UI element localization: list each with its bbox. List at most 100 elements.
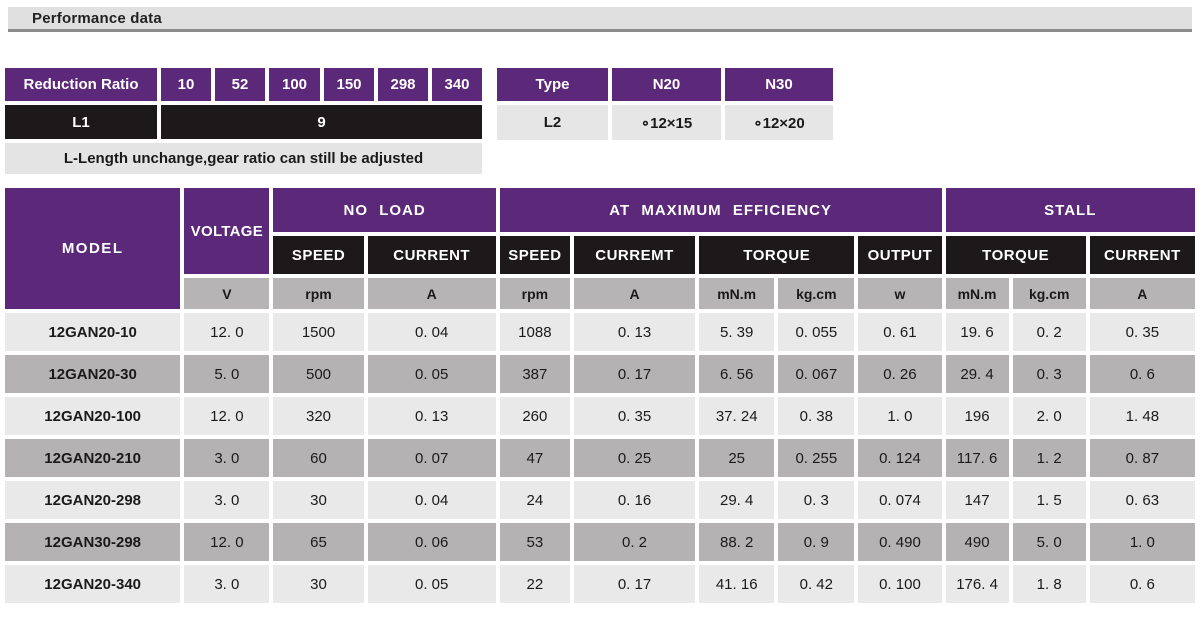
l1-value: 9 xyxy=(161,105,482,139)
value-cell: 260 xyxy=(499,397,570,435)
value-cell: 0. 42 xyxy=(778,565,855,603)
model-cell: 12GAN30-298 xyxy=(5,523,181,561)
unit-cell: rpm xyxy=(499,278,570,309)
no-load-speed-header: SPEED xyxy=(273,236,364,274)
note-row: L-Length unchange,gear ratio can still b… xyxy=(5,143,482,174)
value-cell: 0. 26 xyxy=(858,355,942,393)
value-cell: 0. 35 xyxy=(1089,313,1195,351)
stall-header: STALL xyxy=(945,188,1195,232)
section-title-bar: Performance data xyxy=(8,7,1192,32)
reduction-ratio-table: Reduction Ratio 10 52 100 150 298 340 L1… xyxy=(1,64,486,178)
value-cell: 30 xyxy=(273,565,364,603)
table-row: 12GAN20-210 3. 0 60 0. 07 47 0. 25 25 0. 255 0. … xyxy=(5,439,1195,477)
no-load-header: NO LOAD xyxy=(273,188,496,232)
value-cell: 196 xyxy=(945,397,1009,435)
value-cell: 0. 124 xyxy=(858,439,942,477)
type-label: Type xyxy=(497,68,608,101)
value-cell: 0. 35 xyxy=(573,397,696,435)
ratio-value: 298 xyxy=(378,68,428,101)
model-cell: 12GAN20-30 xyxy=(5,355,181,393)
l1-label: L1 xyxy=(5,105,157,139)
ratio-value: 150 xyxy=(324,68,374,101)
l2-n30-value: ∘12×20 xyxy=(724,105,833,140)
value-cell: 320 xyxy=(273,397,364,435)
value-cell: 65 xyxy=(273,523,364,561)
voltage-header: VOLTAGE xyxy=(184,188,270,274)
value-cell: 0. 2 xyxy=(1012,313,1086,351)
model-cell: 12GAN20-210 xyxy=(5,439,181,477)
value-cell: 53 xyxy=(499,523,570,561)
value-cell: 22 xyxy=(499,565,570,603)
value-cell: 1. 5 xyxy=(1012,481,1086,519)
value-cell: 1088 xyxy=(499,313,570,351)
value-cell: 37. 24 xyxy=(699,397,775,435)
value-cell: 0. 3 xyxy=(778,481,855,519)
value-cell: 0. 07 xyxy=(367,439,496,477)
value-cell: 12. 0 xyxy=(184,397,270,435)
value-cell: 0. 17 xyxy=(573,355,696,393)
value-cell: 1. 48 xyxy=(1089,397,1195,435)
value-cell: 0. 6 xyxy=(1089,355,1195,393)
value-cell: 0. 055 xyxy=(778,313,855,351)
value-cell: 29. 4 xyxy=(699,481,775,519)
table-row: 12GAN20-298 3. 0 30 0. 04 24 0. 16 29. 4 0. 3 0.… xyxy=(5,481,1195,519)
value-cell: 2. 0 xyxy=(1012,397,1086,435)
value-cell: 12. 0 xyxy=(184,313,270,351)
type-n30: N30 xyxy=(724,68,833,101)
value-cell: 0. 61 xyxy=(858,313,942,351)
value-cell: 0. 067 xyxy=(778,355,855,393)
unit-cell: kg.cm xyxy=(778,278,855,309)
ratio-value: 10 xyxy=(161,68,211,101)
table-row: 12GAN20-30 5. 0 500 0. 05 387 0. 17 6. 56 0. 06… xyxy=(5,355,1195,393)
max-eff-speed-header: SPEED xyxy=(499,236,570,274)
value-cell: 12. 0 xyxy=(184,523,270,561)
value-cell: 6. 56 xyxy=(699,355,775,393)
no-load-current-header: CURRENT xyxy=(367,236,496,274)
value-cell: 0. 074 xyxy=(858,481,942,519)
value-cell: 0. 06 xyxy=(367,523,496,561)
unit-cell: rpm xyxy=(273,278,364,309)
model-cell: 12GAN20-10 xyxy=(5,313,181,351)
l2-n20-value: ∘12×15 xyxy=(612,105,721,140)
ratio-value: 340 xyxy=(432,68,482,101)
value-cell: 5. 0 xyxy=(184,355,270,393)
table-row: 12GAN20-100 12. 0 320 0. 13 260 0. 35 37. 24 0.… xyxy=(5,397,1195,435)
value-cell: 0. 05 xyxy=(367,355,496,393)
ratio-value: 52 xyxy=(215,68,265,101)
unit-cell: mN.m xyxy=(699,278,775,309)
value-cell: 3. 0 xyxy=(184,439,270,477)
value-cell: 1. 2 xyxy=(1012,439,1086,477)
type-n20: N20 xyxy=(612,68,721,101)
model-cell: 12GAN20-100 xyxy=(5,397,181,435)
output-header: OUTPUT xyxy=(858,236,942,274)
value-cell: 5. 39 xyxy=(699,313,775,351)
value-cell: 117. 6 xyxy=(945,439,1009,477)
value-cell: 0. 3 xyxy=(1012,355,1086,393)
value-cell: 1. 0 xyxy=(1089,523,1195,561)
sub-header-row: SPEED CURRENT SPEED CURREMT TORQUE OUTPU… xyxy=(5,236,1195,274)
value-cell: 0. 05 xyxy=(367,565,496,603)
value-cell: 29. 4 xyxy=(945,355,1009,393)
reduction-ratio-header-row: Reduction Ratio 10 52 100 150 298 340 xyxy=(5,68,482,101)
unit-cell: mN.m xyxy=(945,278,1009,309)
length-note: L-Length unchange,gear ratio can still b… xyxy=(5,143,482,174)
value-cell: 176. 4 xyxy=(945,565,1009,603)
l2-label: L2 xyxy=(497,105,608,140)
unit-cell: V xyxy=(184,278,270,309)
value-cell: 3. 0 xyxy=(184,565,270,603)
value-cell: 60 xyxy=(273,439,364,477)
page-title: Performance data xyxy=(32,9,162,27)
max-eff-torque-header: TORQUE xyxy=(699,236,855,274)
value-cell: 0. 9 xyxy=(778,523,855,561)
l1-row: L1 9 xyxy=(5,105,482,139)
group-header-row: MODEL VOLTAGE NO LOAD AT MAXIMUM EFFICIE… xyxy=(5,188,1195,309)
value-cell: 1500 xyxy=(273,313,364,351)
ratio-value: 100 xyxy=(269,68,320,101)
value-cell: 30 xyxy=(273,481,364,519)
value-cell: 0. 87 xyxy=(1089,439,1195,477)
unit-row: V rpm A rpm A mN.m kg.cm w mN.m kg.cm A xyxy=(5,278,1195,309)
l2-row: L2 ∘12×15 ∘12×20 xyxy=(497,105,833,140)
value-cell: 0. 13 xyxy=(573,313,696,351)
model-cell: 12GAN20-340 xyxy=(5,565,181,603)
value-cell: 0. 63 xyxy=(1089,481,1195,519)
